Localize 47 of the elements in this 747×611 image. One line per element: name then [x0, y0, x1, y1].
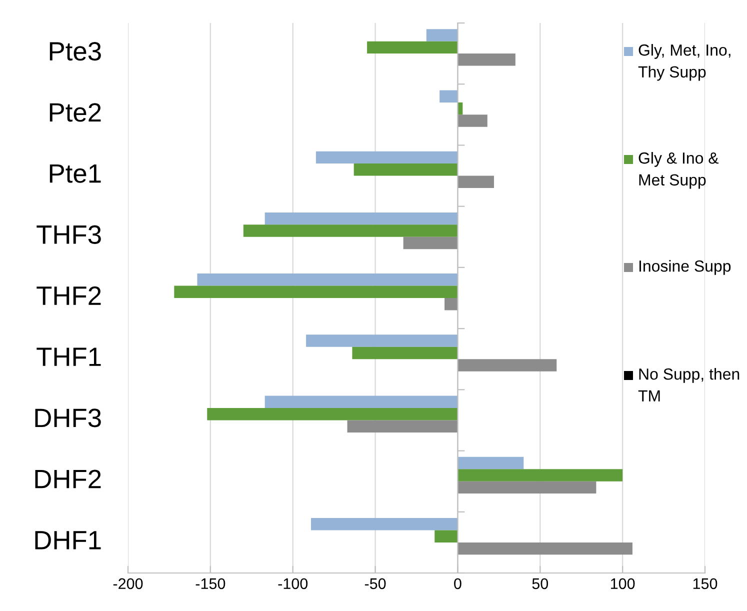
- x-tick-label: 100: [610, 578, 635, 590]
- bar: [316, 151, 458, 164]
- y-tick-label: THF2: [36, 286, 101, 305]
- x-tick-label: 0: [454, 578, 462, 590]
- y-tick-label: THF3: [36, 225, 101, 244]
- bar: [458, 114, 488, 127]
- x-tick-label: -50: [364, 578, 386, 590]
- y-tick-label: DHF2: [35, 470, 101, 488]
- bar: [310, 518, 458, 530]
- bar: [426, 29, 458, 42]
- bar: [197, 274, 458, 286]
- y-tick-label: DHF3: [35, 408, 101, 428]
- bar: [458, 54, 516, 66]
- bar: [352, 346, 458, 360]
- bar: [347, 420, 458, 432]
- bar: [207, 408, 458, 420]
- bar: [243, 224, 458, 237]
- x-tick-label: -100: [278, 578, 308, 590]
- bar: [440, 90, 458, 102]
- bar: [458, 359, 557, 372]
- bar: [264, 396, 458, 408]
- x-tick-label: -200: [113, 578, 143, 590]
- bar: [354, 164, 458, 176]
- x-tick-label: 50: [532, 578, 548, 590]
- legend-label: No Supp, then TM: [638, 368, 740, 402]
- bar: [403, 236, 458, 250]
- bar: [434, 530, 458, 542]
- legend-label: Gly, Met, Ino, Thy Supp: [638, 44, 730, 81]
- bar: [458, 176, 494, 188]
- bar: [458, 469, 623, 482]
- bar: [444, 298, 458, 310]
- y-tick-label: Pte3: [50, 42, 101, 61]
- x-tick-label: -150: [196, 578, 226, 590]
- bar: [367, 41, 458, 54]
- legend-label: Inosine Supp: [639, 260, 731, 275]
- y-tick-label: DHF1: [35, 531, 101, 550]
- bar: [264, 212, 458, 225]
- x-tick-label: 150: [693, 578, 718, 590]
- bar: [458, 481, 596, 494]
- bar: [174, 286, 458, 298]
- y-tick-label: Pte2: [50, 103, 101, 122]
- bar: [458, 542, 632, 555]
- y-tick-label: Pte1: [50, 164, 101, 183]
- bar: [458, 456, 524, 470]
- legend-label: Gly & Ino & Met Supp: [638, 152, 719, 189]
- bar: [306, 334, 458, 347]
- y-tick-label: THF1: [36, 348, 101, 366]
